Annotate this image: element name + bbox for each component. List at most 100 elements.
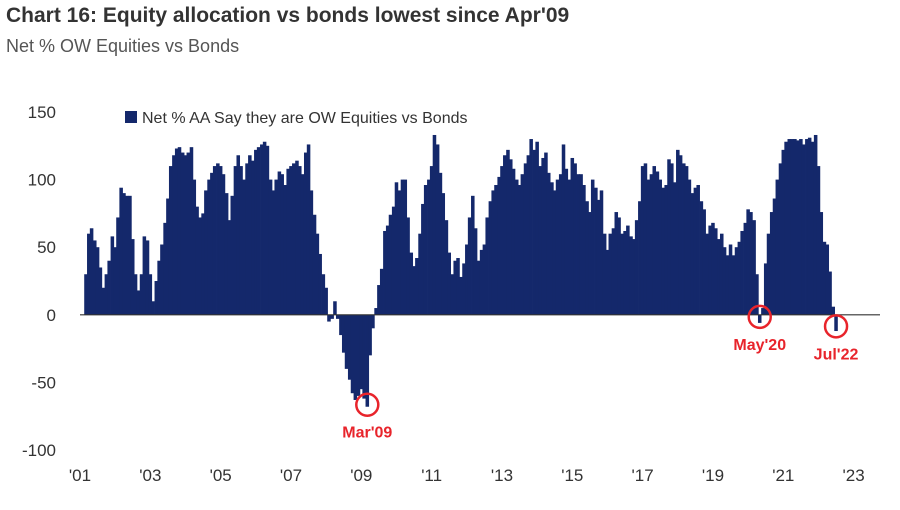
bar bbox=[514, 179, 519, 315]
bar bbox=[828, 271, 832, 315]
bar bbox=[333, 301, 337, 315]
bar bbox=[160, 244, 164, 315]
bar bbox=[488, 201, 493, 315]
bar bbox=[362, 314, 366, 399]
bar bbox=[330, 314, 334, 319]
bar bbox=[347, 314, 352, 380]
bar bbox=[113, 247, 117, 315]
bar bbox=[620, 233, 625, 315]
bar bbox=[104, 274, 109, 315]
bar bbox=[195, 206, 199, 315]
y-axis-ticks: 150 100 50 0 -50 -100 bbox=[22, 103, 56, 460]
y-tick-label: 100 bbox=[28, 171, 56, 190]
bar bbox=[825, 244, 830, 315]
bar bbox=[418, 233, 422, 315]
bar bbox=[638, 201, 642, 315]
bar bbox=[787, 139, 792, 315]
bar bbox=[453, 260, 457, 315]
bar bbox=[201, 213, 205, 315]
bar bbox=[485, 217, 489, 315]
bar bbox=[725, 255, 730, 315]
bar bbox=[643, 163, 648, 315]
annotation-label: Jul'22 bbox=[814, 346, 859, 363]
bar bbox=[555, 179, 560, 315]
bar bbox=[444, 220, 449, 315]
bar bbox=[494, 185, 498, 315]
bar bbox=[588, 212, 592, 315]
bar bbox=[324, 287, 328, 315]
bar bbox=[511, 168, 516, 315]
bar bbox=[816, 166, 821, 315]
bar bbox=[356, 314, 361, 396]
bar bbox=[594, 187, 598, 315]
bar bbox=[435, 144, 440, 315]
bar bbox=[491, 190, 495, 315]
bar bbox=[769, 212, 774, 315]
bar bbox=[796, 140, 800, 315]
bar bbox=[655, 171, 660, 315]
bar bbox=[400, 179, 405, 315]
bar bbox=[810, 141, 815, 315]
bar bbox=[517, 185, 522, 315]
bar bbox=[242, 179, 246, 315]
x-axis-ticks: '01 '03 '05 '07 '09 '11 '13 '15 '17 '19 '21 '23 bbox=[69, 466, 865, 485]
bar bbox=[605, 249, 610, 315]
bar bbox=[573, 163, 577, 315]
bar bbox=[558, 174, 563, 315]
bar bbox=[564, 168, 569, 315]
bar bbox=[684, 166, 689, 315]
bar bbox=[626, 225, 630, 315]
legend-label: Net % AA Say they are OW Equities vs Bon… bbox=[142, 110, 467, 127]
bar bbox=[538, 166, 542, 315]
bar bbox=[608, 233, 613, 315]
bar bbox=[602, 233, 607, 315]
bar bbox=[292, 163, 296, 315]
x-tick-label: '17 bbox=[632, 466, 654, 485]
bar bbox=[262, 141, 267, 315]
bar bbox=[289, 166, 293, 315]
bar bbox=[216, 163, 220, 315]
bar bbox=[350, 314, 355, 394]
bar bbox=[415, 258, 419, 315]
bar bbox=[122, 193, 126, 315]
bar bbox=[790, 139, 794, 315]
bar bbox=[145, 240, 150, 315]
bar bbox=[614, 212, 619, 315]
bar bbox=[526, 155, 531, 315]
bar bbox=[298, 166, 302, 315]
bar bbox=[629, 236, 633, 315]
bar bbox=[210, 172, 214, 315]
x-tick-label: '07 bbox=[280, 466, 302, 485]
bar bbox=[740, 230, 744, 315]
legend-swatch bbox=[125, 111, 137, 123]
bar bbox=[327, 314, 331, 322]
bar bbox=[353, 314, 358, 400]
chart-title: Chart 16: Equity allocation vs bonds low… bbox=[6, 4, 570, 27]
bar bbox=[383, 230, 387, 315]
bar bbox=[133, 274, 138, 315]
bar bbox=[761, 308, 765, 315]
y-tick-label: -50 bbox=[31, 373, 56, 392]
bar bbox=[89, 228, 94, 315]
bar bbox=[180, 152, 185, 315]
bar bbox=[101, 287, 106, 315]
bar bbox=[772, 198, 777, 315]
bar bbox=[212, 166, 217, 315]
bar bbox=[696, 185, 700, 315]
bar bbox=[550, 182, 554, 315]
bar bbox=[690, 193, 695, 315]
bar bbox=[168, 166, 173, 315]
bar bbox=[596, 199, 601, 315]
bar bbox=[128, 195, 132, 315]
bar bbox=[728, 244, 733, 315]
bar bbox=[254, 149, 258, 315]
bar bbox=[84, 274, 88, 315]
bar bbox=[500, 166, 504, 315]
bar bbox=[459, 276, 463, 315]
bar bbox=[757, 314, 762, 323]
bar bbox=[705, 233, 709, 315]
bar bbox=[230, 195, 235, 315]
bar bbox=[749, 212, 753, 315]
bar bbox=[204, 190, 208, 315]
bar bbox=[752, 220, 756, 315]
